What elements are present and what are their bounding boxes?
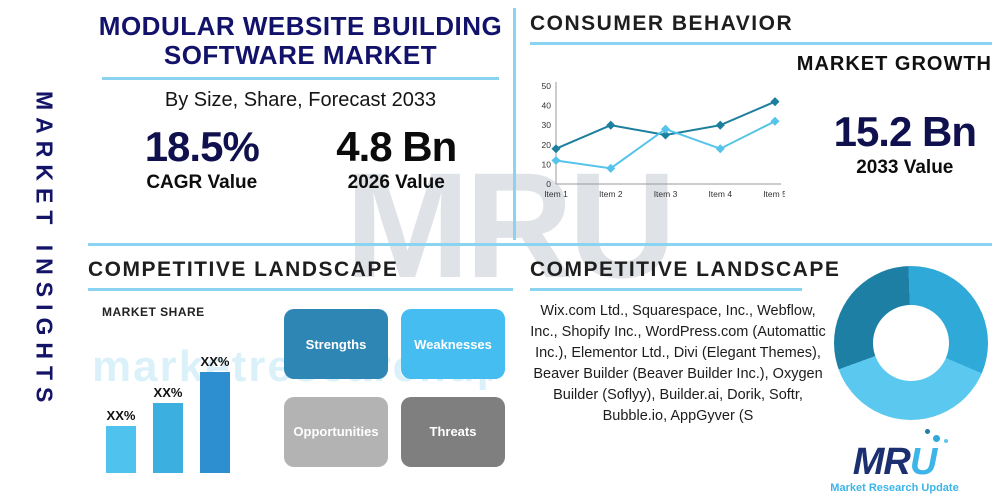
sidebar-label: MARKET INSIGHTS xyxy=(31,90,58,410)
svg-text:50: 50 xyxy=(542,81,552,91)
title-underline xyxy=(102,77,499,81)
cagr-stat: 18.5% CAGR Value xyxy=(144,123,260,194)
forecast-subtitle: By Size, Share, Forecast 2033 xyxy=(164,89,437,112)
market-share-bar: XX% xyxy=(200,354,230,473)
horizontal-divider xyxy=(88,243,992,246)
mru-logo-subtext: Market Research Update xyxy=(830,482,959,494)
donut-chart xyxy=(834,266,988,420)
svg-text:Item 2: Item 2 xyxy=(599,189,623,199)
bar xyxy=(106,426,136,473)
value-2026-stat: 4.8 Bn 2026 Value xyxy=(336,123,457,194)
competitive-left-underline xyxy=(88,288,513,291)
page-title: MODULAR WEBSITE BUILDING SOFTWARE MARKET xyxy=(94,11,507,71)
companies-list: Wix.com Ltd., Squarespace, Inc., Webflow… xyxy=(530,303,826,425)
swot-grid: Strengths Weaknesses Opportunities Threa… xyxy=(284,309,505,473)
consumer-behavior-title: CONSUMER BEHAVIOR xyxy=(530,12,794,35)
market-growth-label: MARKET GROWTH xyxy=(796,53,992,75)
watermark-center: MRU xyxy=(345,150,675,320)
competitive-left-content: MARKET SHARE XX% XX% XX% Strengths Weaknes… xyxy=(88,293,513,473)
competitive-landscape-left-title: COMPETITIVE LANDSCAPE xyxy=(88,258,399,281)
swot-weaknesses: Weaknesses xyxy=(401,309,505,379)
vertical-divider xyxy=(513,8,516,240)
cagr-label: CAGR Value xyxy=(146,172,258,194)
growth-row: 0 10 20 30 40 50 Item 1 Item 2 Item 3 Item 4 Item … xyxy=(530,78,992,210)
value-2033-stat: 15.2 Bn 2033 Value xyxy=(833,107,992,179)
page-title-line2: SOFTWARE MARKET xyxy=(163,40,438,71)
svg-text:Item 4: Item 4 xyxy=(708,189,732,199)
stats-row: 18.5% CAGR Value 4.8 Bn 2026 Value xyxy=(88,124,513,194)
bar-value-label: XX% xyxy=(200,354,230,369)
page-title-line1: MODULAR WEBSITE BUILDING xyxy=(98,11,503,41)
logo-sparkle-icon xyxy=(944,439,949,443)
svg-text:30: 30 xyxy=(542,120,552,130)
market-overview-panel: MODULAR WEBSITE BUILDING SOFTWARE MARKET… xyxy=(88,8,513,242)
bar xyxy=(200,372,230,473)
logo-sparkle-icon xyxy=(925,429,931,434)
value-2033-label: 2033 Value xyxy=(856,157,954,179)
logo-sparkle-icon xyxy=(933,435,941,442)
competitive-right-underline xyxy=(530,288,802,291)
value-2026: 4.8 Bn xyxy=(336,123,457,171)
svg-text:Item 1: Item 1 xyxy=(544,189,568,199)
mru-logo: MRU Market Research Update xyxy=(807,429,982,494)
watermark-center-text: MRU xyxy=(345,150,675,309)
bar xyxy=(153,403,183,473)
svg-text:20: 20 xyxy=(542,140,552,150)
bar-value-label: XX% xyxy=(153,385,183,400)
competitive-landscape-left-panel: COMPETITIVE LANDSCAPE MARKET SHARE XX% XX… xyxy=(88,258,513,496)
market-share-bar: XX% xyxy=(153,385,183,473)
consumer-behavior-panel: CONSUMER BEHAVIOR MARKET GROWTH 0 10 20 30 4… xyxy=(530,12,992,242)
cagr-value: 18.5% xyxy=(144,123,260,171)
donut-hole xyxy=(873,305,949,381)
growth-line-chart: 0 10 20 30 40 50 Item 1 Item 2 Item 3 Item 4 Item … xyxy=(542,81,785,199)
svg-text:0: 0 xyxy=(546,179,551,189)
competitive-landscape-right-panel: COMPETITIVE LANDSCAPE Wix.com Ltd., Squa… xyxy=(530,258,992,498)
value-2033: 15.2 Bn xyxy=(833,107,977,155)
bar-value-label: XX% xyxy=(106,408,136,423)
swot-opportunities: Opportunities xyxy=(284,396,388,467)
svg-text:40: 40 xyxy=(542,101,552,111)
logo-letter-m: M xyxy=(852,441,885,483)
logo-letter-r: R xyxy=(883,441,910,483)
swot-strengths: Strengths xyxy=(284,309,388,379)
competitive-landscape-right-title: COMPETITIVE LANDSCAPE xyxy=(530,258,841,281)
svg-text:Item 5: Item 5 xyxy=(763,189,785,199)
market-share-column: MARKET SHARE XX% XX% XX% xyxy=(88,293,284,473)
consumer-behavior-underline xyxy=(530,42,992,45)
swot-threats: Threats xyxy=(401,396,505,467)
logo-letter-u: U xyxy=(909,441,937,483)
market-share-bar: XX% xyxy=(106,408,136,473)
value-2026-label: 2026 Value xyxy=(347,172,445,194)
mru-logo-text: MRU xyxy=(852,429,949,483)
svg-text:Item 3: Item 3 xyxy=(654,189,678,199)
market-share-label: MARKET SHARE xyxy=(102,305,205,319)
svg-text:10: 10 xyxy=(542,159,552,169)
market-share-bars: XX% XX% XX% xyxy=(88,321,284,473)
sidebar-market-insights: MARKET INSIGHTS xyxy=(0,0,88,500)
